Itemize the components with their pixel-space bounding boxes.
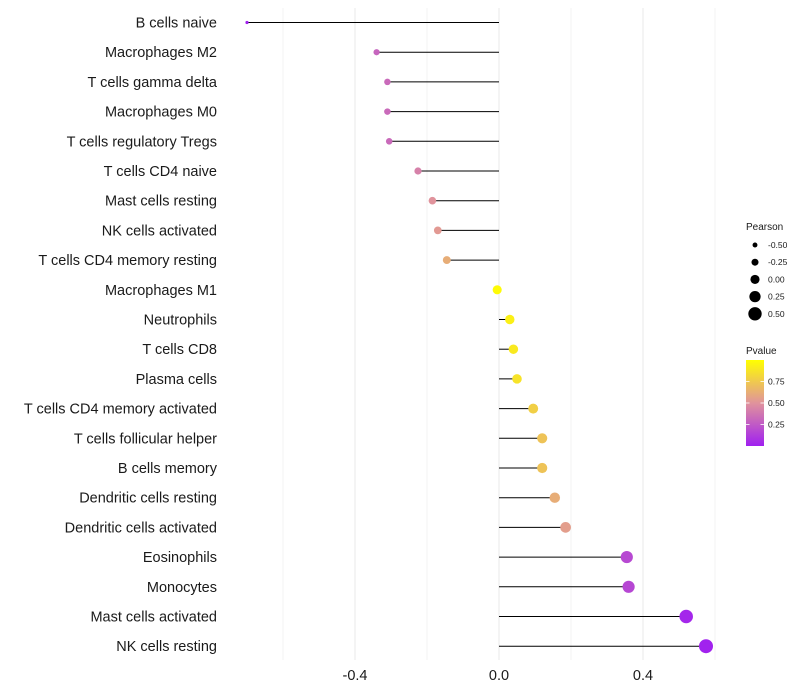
lollipop-point xyxy=(622,580,635,593)
lollipop-point xyxy=(384,78,391,86)
pearson-legend-label: 0.50 xyxy=(768,309,785,319)
lollipop-point xyxy=(245,20,249,25)
lollipop-point xyxy=(537,433,548,444)
pvalue-legend-title: Pvalue xyxy=(746,346,777,357)
lollipop-points xyxy=(245,20,714,654)
lollipop-point xyxy=(505,314,515,325)
pvalue-legend-label: 0.50 xyxy=(768,398,785,408)
category-label: T cells gamma delta xyxy=(88,75,218,91)
category-label: T cells follicular helper xyxy=(74,431,217,447)
pearson-legend-label: -0.25 xyxy=(768,257,788,267)
category-label: Eosinophils xyxy=(143,550,217,566)
pearson-legend-title: Pearson xyxy=(746,222,783,233)
lollipop-point xyxy=(537,462,548,474)
category-label: T cells CD8 xyxy=(142,342,217,358)
pearson-legend-key xyxy=(748,307,762,321)
category-label: Plasma cells xyxy=(136,372,217,388)
category-label: Dendritic cells resting xyxy=(79,491,217,507)
pearson-legend-key xyxy=(749,290,761,303)
pearson-legend-label: -0.50 xyxy=(768,240,788,250)
lollipop-point xyxy=(492,285,502,295)
category-label: Neutrophils xyxy=(144,313,217,329)
category-label: Macrophages M0 xyxy=(105,105,217,121)
category-label: T cells CD4 memory activated xyxy=(24,402,217,418)
x-tick-label: 0.0 xyxy=(489,668,509,684)
lollipop-point xyxy=(373,49,380,56)
category-label: NK cells activated xyxy=(102,223,217,239)
x-tick-label: -0.4 xyxy=(343,668,368,684)
category-label: Mast cells activated xyxy=(90,610,217,626)
lollipop-point xyxy=(385,138,393,145)
y-axis-labels: B cells naive Macrophages M2 T cells gamma… xyxy=(24,16,218,656)
grid-lines xyxy=(282,8,716,660)
category-label: Monocytes xyxy=(147,580,217,596)
lollipop-point xyxy=(428,196,437,205)
pearson-legend-key xyxy=(751,258,759,266)
lollipop-point xyxy=(414,167,422,175)
lollipop-point xyxy=(528,403,539,414)
lollipop-point xyxy=(560,522,571,533)
pvalue-colorbar xyxy=(746,360,764,446)
category-label: B cells naive xyxy=(136,16,217,32)
pvalue-color-legend: Pvalue 0.25 0.50 0.75 xyxy=(746,346,785,446)
category-label: NK cells resting xyxy=(116,639,217,655)
pearson-size-legend: Pearson -0.50 -0.25 0.00 0.25 0.50 xyxy=(746,222,788,321)
lollipop-point xyxy=(508,344,519,354)
pvalue-legend-label: 0.25 xyxy=(768,420,785,430)
category-label: Macrophages M1 xyxy=(105,283,217,299)
lollipop-stems xyxy=(247,22,706,647)
pearson-legend-key xyxy=(752,242,758,248)
category-label: Mast cells resting xyxy=(105,194,217,210)
lollipop-point xyxy=(442,256,451,265)
category-label: B cells memory xyxy=(118,461,218,477)
category-label: T cells CD4 naive xyxy=(104,164,217,180)
lollipop-point xyxy=(384,108,391,115)
pearson-legend-label: 0.00 xyxy=(768,274,785,284)
x-tick-label: 0.4 xyxy=(633,668,653,684)
lollipop-point xyxy=(433,226,442,235)
x-axis-ticks: -0.4 0.0 0.4 xyxy=(343,668,654,684)
category-label: Macrophages M2 xyxy=(105,45,217,61)
pearson-legend-label: 0.25 xyxy=(768,292,785,302)
category-label: T cells CD4 memory resting xyxy=(38,253,217,269)
pearson-legend-key xyxy=(750,274,760,284)
lollipop-point xyxy=(679,609,693,624)
lollipop-point xyxy=(549,492,561,503)
pvalue-legend-label: 0.75 xyxy=(768,377,785,387)
category-label: T cells regulatory Tregs xyxy=(67,134,217,150)
lollipop-point xyxy=(698,639,714,654)
lollipop-point xyxy=(620,551,633,564)
lollipop-point xyxy=(512,374,522,384)
category-label: Dendritic cells activated xyxy=(65,520,217,536)
